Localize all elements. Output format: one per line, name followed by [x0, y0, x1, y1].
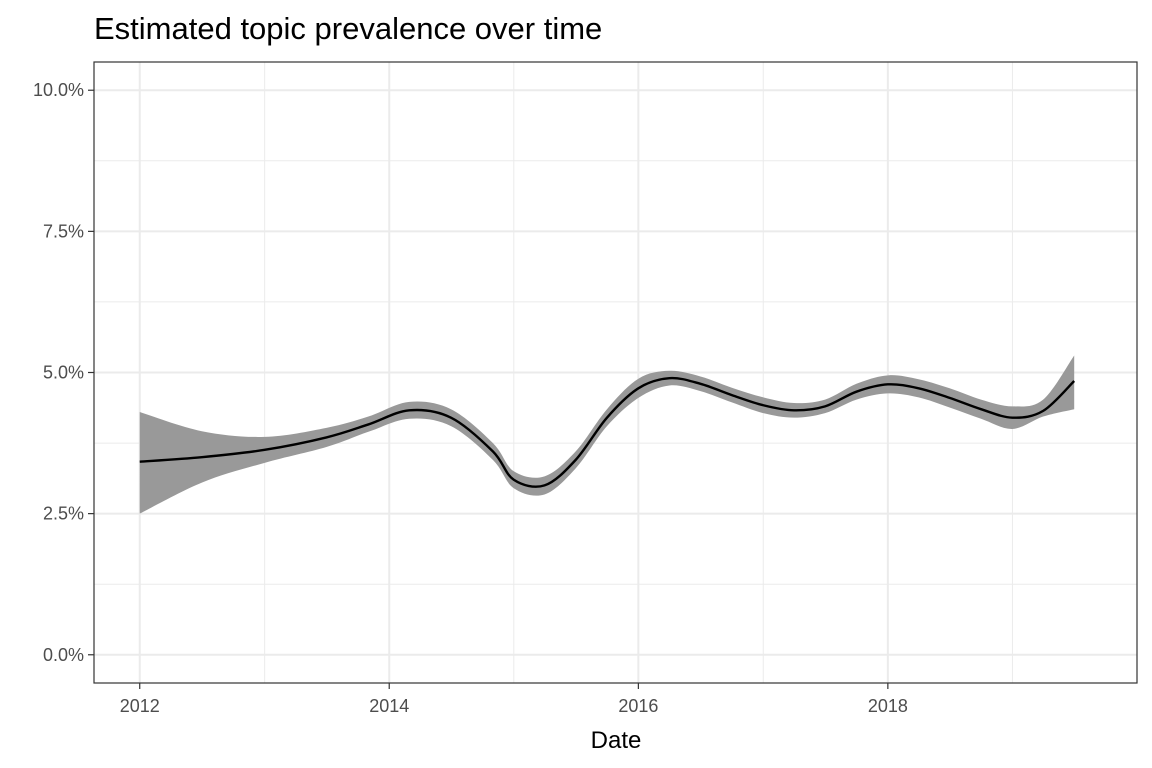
x-tick-label: 2018 — [868, 696, 908, 716]
confidence-ribbon — [139, 355, 1075, 514]
y-tick-label: 0.0% — [43, 645, 84, 665]
plot-panel — [93, 61, 1138, 684]
y-tick-label: 2.5% — [43, 504, 84, 524]
y-tick-label: 5.0% — [43, 363, 84, 383]
y-tick-label: 7.5% — [43, 221, 84, 241]
x-axis: 2012 2014 2016 2018 — [120, 683, 908, 716]
estimate-line — [139, 376, 1076, 488]
y-axis: 0.0% 2.5% 5.0% 7.5% 10.0% — [33, 80, 94, 665]
grid-major — [94, 62, 1137, 683]
x-tick-label: 2014 — [369, 696, 409, 716]
x-axis-title: Date — [591, 727, 642, 754]
x-tick-label: 2012 — [120, 696, 160, 716]
y-tick-label: 10.0% — [33, 80, 84, 100]
chart-title: Estimated topic prevalence over time — [94, 11, 602, 46]
x-tick-label: 2016 — [618, 696, 658, 716]
